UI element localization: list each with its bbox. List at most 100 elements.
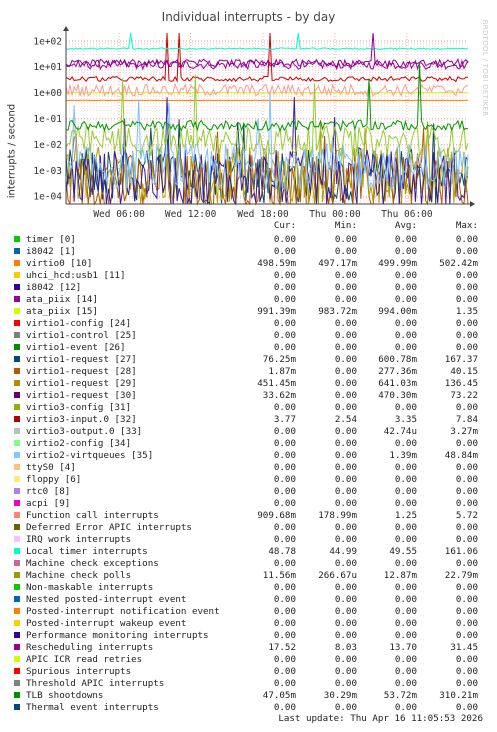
legend-avg: 0.00 (394, 618, 417, 630)
legend-row: Posted-interrupt notification event 0.00 0… (0, 606, 497, 618)
legend-swatch (14, 416, 20, 423)
legend-swatch (14, 476, 20, 483)
legend-swatch (14, 248, 20, 254)
legend-avg: 277.36m (378, 366, 417, 378)
legend-swatch (14, 428, 20, 435)
legend-min: 0.00 (334, 582, 357, 594)
legend-name: TLB shootdowns (26, 690, 104, 702)
legend-max: 0.00 (455, 234, 478, 245)
legend-name: ata_piix [14] (26, 294, 98, 305)
legend-avg: 470.30m (378, 390, 417, 402)
series-line (65, 74, 469, 158)
legend-swatch (14, 548, 20, 555)
legend-cur: 0.00 (273, 426, 296, 438)
legend-row: Deferred Error APIC interrupts 0.00 0.00 0.… (0, 522, 497, 534)
legend-avg: 13.70 (389, 642, 417, 654)
legend-cur: 0.00 (273, 330, 296, 342)
legend-min: 0.00 (334, 354, 357, 366)
legend-avg: 3.35 (394, 414, 417, 426)
legend-header-min: Min: (334, 220, 357, 231)
legend-avg: 0.00 (394, 486, 417, 498)
legend-cur: 0.00 (273, 270, 296, 281)
legend-max: 0.00 (455, 462, 478, 474)
legend-name: Posted-interrupt notification event (26, 606, 220, 618)
legend-avg: 0.00 (394, 282, 417, 293)
legend-min: 0.00 (334, 654, 357, 666)
legend-name: Function call interrupts (26, 510, 159, 522)
legend-row: ttyS0 [4] 0.00 0.00 0.00 0.00 (0, 462, 497, 474)
y-tick-label: 1e+00 (33, 88, 62, 99)
legend-swatch (14, 572, 20, 579)
legend-avg: 0.00 (394, 558, 417, 570)
legend-avg: 0.00 (394, 246, 417, 257)
legend-swatch (14, 500, 20, 507)
legend-cur: 17.52 (268, 642, 296, 654)
legend-name: Thermal event interrupts (26, 702, 159, 714)
series-line (65, 82, 469, 97)
legend-max: 0.00 (455, 522, 478, 534)
legend-swatch (14, 524, 20, 531)
legend-row: IRQ work interrupts 0.00 0.00 0.00 0.00 (0, 534, 497, 546)
legend-swatch (14, 272, 20, 278)
legend-cur: 3.77 (273, 414, 296, 426)
legend-row: Performance monitoring interrupts 0.00 0.0… (0, 630, 497, 642)
legend-cur: 0.00 (273, 618, 296, 630)
legend-header-max: Max: (455, 220, 478, 231)
y-axis-arrow (63, 26, 69, 31)
legend-swatch (14, 584, 20, 591)
legend-max: 40.15 (450, 366, 478, 378)
legend-row: virtio3-input.0 [32] 3.77 2.54 3.35 7.84 (0, 414, 497, 426)
legend-cur: 0.00 (273, 234, 296, 245)
legend-row: Machine check polls 11.56m 266.67u 12.87m 22… (0, 570, 497, 582)
legend-max: 31.45 (450, 642, 478, 654)
legend-min: 266.67u (318, 570, 357, 582)
legend-avg: 0.00 (394, 534, 417, 546)
legend-avg: 0.00 (394, 270, 417, 281)
legend-row: virtio0 [10] 498.59m 497.17m 499.99m 502.42m (0, 258, 497, 270)
legend-avg: 0.00 (394, 402, 417, 414)
legend-row: TLB shootdowns 47.05m 30.29m 53.72m 310.21m (0, 690, 497, 702)
legend-max: 0.00 (455, 618, 478, 630)
legend-name: rtc0 [8] (26, 486, 71, 498)
legend-name: virtio2-config [34] (26, 438, 132, 450)
legend-min: 0.00 (334, 474, 357, 486)
legend-name: Machine check exceptions (26, 558, 159, 570)
legend-cur: 0.00 (273, 498, 296, 510)
legend-cur: 0.00 (273, 486, 296, 498)
legend-header-cur: Cur: (273, 220, 296, 231)
x-tick-label: Thu 00:00 (309, 209, 361, 220)
legend-max: 0.00 (455, 558, 478, 570)
legend-name: virtio1-request [27] (26, 354, 137, 366)
series-line (65, 91, 469, 94)
legend-row: ata_piix [14] 0.00 0.00 0.00 0.00 (0, 294, 497, 306)
legend-name: Local timer interrupts (26, 546, 148, 558)
legend-max: 48.84m (444, 450, 478, 462)
legend-cur: 1.87m (268, 366, 296, 378)
legend-cur: 48.78 (268, 546, 296, 558)
legend-max: 0.00 (455, 534, 478, 546)
legend-min: 30.29m (323, 690, 357, 702)
legend-name: Rescheduling interrupts (26, 642, 154, 654)
series-line (65, 32, 469, 69)
legend-swatch (14, 344, 20, 351)
legend-min: 0.00 (334, 330, 357, 342)
plot: 1e-04 1e-03 1e-02 1e-01 1e+00 1e+01 1e+02 Wed 0… (33, 26, 475, 220)
legend-swatch (14, 668, 20, 675)
legend-max: 310.21m (439, 690, 478, 702)
legend-row: virtio1-request [27] 76.25m 0.00 600.78m 167… (0, 354, 497, 366)
legend-cur: 991.39m (257, 306, 296, 318)
legend-swatch (14, 452, 20, 459)
legend-swatch (14, 512, 20, 519)
legend-name: virtio3-config [31] (26, 402, 132, 414)
legend-swatch (14, 368, 20, 375)
legend-name: IRQ work interrupts (26, 534, 132, 546)
legend-min: 0.00 (334, 594, 357, 606)
legend-cur: 0.00 (273, 402, 296, 414)
legend-max: 161.06 (444, 546, 478, 558)
legend-min: 0.00 (334, 606, 357, 618)
legend-row: APIC ICR read retries 0.00 0.00 0.00 0.00 (0, 654, 497, 666)
legend-cur: 0.00 (273, 438, 296, 450)
legend-avg: 0.00 (394, 438, 417, 450)
legend-min: 0.00 (334, 390, 357, 402)
series-line (65, 32, 469, 83)
